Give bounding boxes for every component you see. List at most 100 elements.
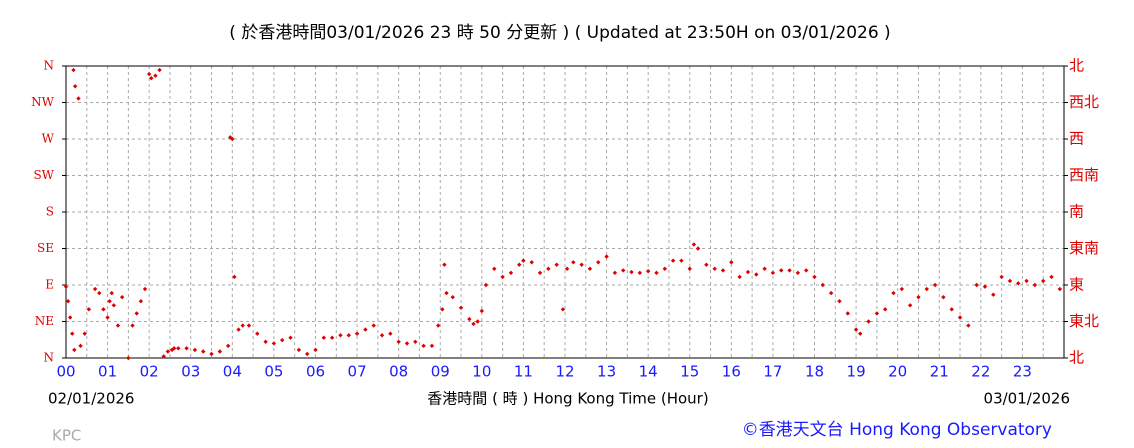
point [604,254,609,259]
x-tick-label: 01 [98,363,117,381]
point [379,333,385,338]
point [329,335,335,340]
point [458,305,464,310]
point [232,274,237,280]
point [858,331,863,336]
point [828,290,834,296]
point [691,242,697,247]
point [396,339,401,344]
point [891,290,896,296]
y-tick-label: N [44,351,55,365]
point [130,323,135,328]
x-tick-label: 12 [555,363,574,381]
point [483,282,489,288]
point [554,262,559,267]
point [907,303,913,308]
x-tick-label: 16 [722,363,741,381]
point [363,327,368,332]
point [812,274,817,280]
x-tick-label: 03 [181,363,200,381]
point [932,282,938,288]
point [517,262,522,267]
x-tick-label: 05 [264,363,283,381]
point [712,266,717,271]
point [537,270,543,276]
point [388,331,393,336]
point [321,335,327,340]
point [171,346,177,351]
point [754,272,759,277]
point [230,136,235,142]
point [225,343,231,349]
point [924,286,929,292]
point [72,84,78,89]
y-tick-label: W [42,132,55,146]
point [479,308,485,314]
point [115,323,121,328]
x-tick-label: 22 [971,363,990,381]
point [492,266,497,271]
point [596,260,601,265]
point [271,341,277,346]
x-tick-label: 06 [306,363,325,381]
point [720,268,726,273]
point [787,268,792,273]
point [346,333,351,338]
point [853,327,859,332]
x-axis-label: 香港時間 ( 時 ) Hong Kong Time (Hour) [427,390,708,408]
point [72,347,77,353]
point [255,331,260,336]
point [165,349,171,354]
point [695,246,701,251]
end-date: 03/01/2026 [984,390,1070,408]
point [1057,286,1063,292]
station-code: KPC [52,427,81,445]
point [467,316,472,322]
y2-tick-label: 北 [1069,349,1084,367]
point [737,274,742,280]
x-tick-label: 23 [1013,363,1032,381]
point [762,266,767,271]
point [153,73,158,78]
y2-tick-label: 西南 [1069,166,1099,184]
point [209,351,214,357]
point [161,354,166,359]
credit: ©香港天文台 Hong Kong Observatory [742,420,1052,440]
chart-title: ( 於香港時間03/01/2026 23 時 50 分更新 ) ( Update… [229,23,890,43]
point [1049,274,1054,280]
point [508,270,514,276]
x-tick-label: 04 [223,363,242,381]
y2-tick-label: 南 [1069,203,1084,221]
point [521,258,526,263]
point [874,311,880,316]
point [288,335,293,340]
point [1024,278,1029,284]
point [105,315,110,320]
point [579,262,584,267]
y2-tick-label: 東 [1069,276,1084,294]
point [111,303,117,308]
point [982,284,988,289]
point [92,286,98,292]
y2-tick-label: 東南 [1069,239,1099,257]
point [637,270,643,276]
x-tick-label: 14 [639,363,658,381]
point [142,286,148,292]
point [866,319,871,324]
x-tick-label: 15 [680,363,699,381]
point [974,282,979,288]
point [149,75,154,81]
point [338,333,343,338]
point [70,331,75,336]
point [679,258,684,263]
point [192,347,198,353]
y-tick-label: SW [33,168,54,182]
point [107,299,112,304]
point [1041,278,1046,284]
point [1007,278,1013,284]
point [779,268,784,273]
point [645,269,651,274]
point [246,323,252,328]
point [916,294,921,300]
point [304,351,310,357]
